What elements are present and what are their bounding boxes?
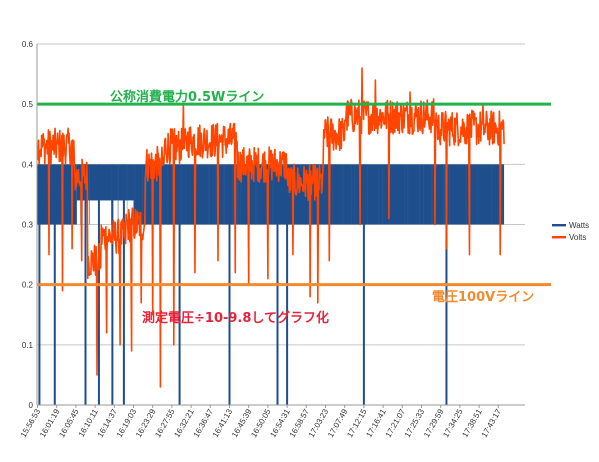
legend-swatch-volts (552, 236, 566, 239)
legend-swatch-watts (552, 224, 566, 227)
y-tick-label: 0 (29, 401, 34, 410)
axes (36, 44, 525, 408)
legend-label-watts: Watts (569, 221, 589, 230)
reference-lines (37, 102, 551, 287)
y-tick-labels: 0 0.1 0.2 0.3 0.4 0.5 0.6 (22, 40, 34, 410)
y-tick-label: 0.2 (22, 281, 34, 290)
y-tick-label: 0.3 (22, 221, 34, 230)
y-tick-label: 0.6 (22, 40, 34, 49)
legend: Watts Volts (552, 221, 589, 242)
watts-band (37, 164, 77, 225)
reference-label-nominal-power: 公称消費電力0.5Wライン (110, 89, 264, 105)
legend-label-volts: Volts (569, 233, 586, 242)
y-tick-label: 0.1 (22, 341, 34, 350)
y-tick-label: 0.4 (22, 160, 34, 169)
reference-label-voltage-100v: 電圧100Vライン (432, 290, 534, 305)
annotation-voltage-scaling: 測定電圧÷10-9.8してグラフ化 (142, 310, 329, 326)
y-tick-label: 0.5 (22, 100, 34, 109)
